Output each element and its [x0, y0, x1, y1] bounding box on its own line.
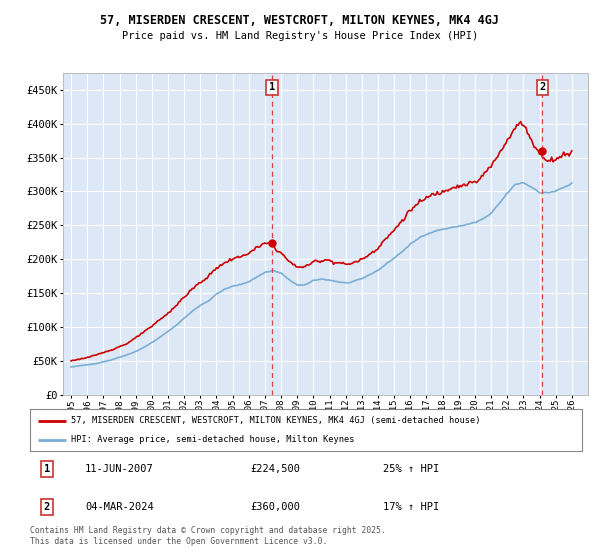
Text: 2: 2 [44, 502, 50, 512]
Text: Contains HM Land Registry data © Crown copyright and database right 2025.
This d: Contains HM Land Registry data © Crown c… [30, 526, 386, 546]
Text: 17% ↑ HPI: 17% ↑ HPI [383, 502, 440, 512]
Text: 04-MAR-2024: 04-MAR-2024 [85, 502, 154, 512]
Text: £224,500: £224,500 [251, 464, 301, 474]
Text: 11-JUN-2007: 11-JUN-2007 [85, 464, 154, 474]
Text: 2: 2 [539, 82, 545, 92]
Text: HPI: Average price, semi-detached house, Milton Keynes: HPI: Average price, semi-detached house,… [71, 435, 355, 445]
Text: 1: 1 [269, 82, 275, 92]
Text: Price paid vs. HM Land Registry's House Price Index (HPI): Price paid vs. HM Land Registry's House … [122, 31, 478, 41]
Text: 25% ↑ HPI: 25% ↑ HPI [383, 464, 440, 474]
Text: 57, MISERDEN CRESCENT, WESTCROFT, MILTON KEYNES, MK4 4GJ: 57, MISERDEN CRESCENT, WESTCROFT, MILTON… [101, 14, 499, 27]
Text: 1: 1 [44, 464, 50, 474]
Text: £360,000: £360,000 [251, 502, 301, 512]
Text: 57, MISERDEN CRESCENT, WESTCROFT, MILTON KEYNES, MK4 4GJ (semi-detached house): 57, MISERDEN CRESCENT, WESTCROFT, MILTON… [71, 416, 481, 425]
